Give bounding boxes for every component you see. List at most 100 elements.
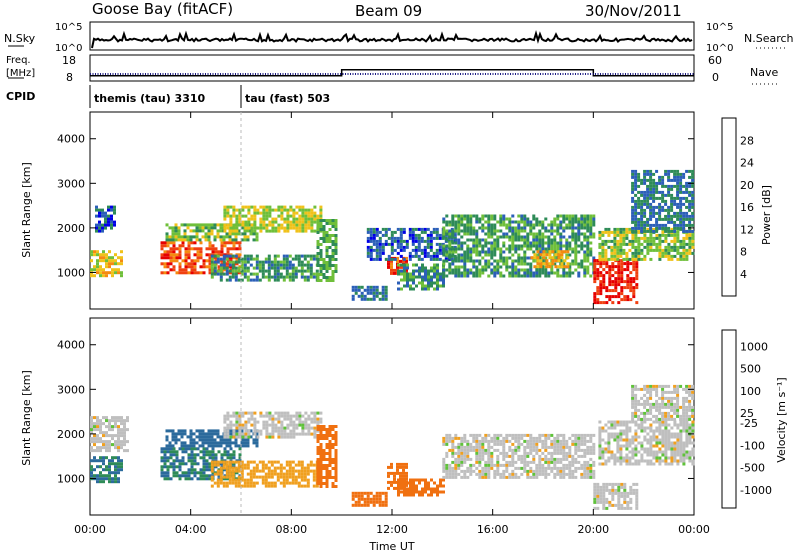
power-cell [415,252,418,255]
velocity-cell [604,430,607,433]
power-cell [313,258,316,261]
power-cell [511,233,514,236]
velocity-cell [335,464,338,467]
power-cell [289,215,292,218]
velocity-cell [268,485,271,488]
power-cell [658,179,661,182]
power-cell [682,221,685,224]
velocity-cell [628,463,631,466]
velocity-cell [96,437,99,440]
velocity-cell [170,456,173,459]
power-cell [301,267,304,270]
velocity-cell [487,455,490,458]
power-cell [247,261,250,264]
power-cell [601,258,604,261]
power-cell [598,255,601,258]
power-cell [184,232,187,235]
velocity-cell [199,444,202,447]
power-cell [202,235,205,238]
power-cell [617,301,620,304]
velocity-cell [172,435,175,438]
power-cell [493,272,496,275]
velocity-cell [487,440,490,443]
power-cell [418,255,421,258]
power-cell [274,267,277,270]
velocity-cell [274,418,277,421]
power-cell [406,246,409,249]
velocity-cell [223,436,226,439]
power-cell [212,244,215,247]
velocity-cell [105,446,108,449]
velocity-cell [105,431,108,434]
velocity-cell [244,412,247,415]
velocity-cell [538,473,541,476]
power-cell [568,245,571,248]
power-cell [385,298,388,301]
velocity-cell [445,476,448,479]
power-cell [439,237,442,240]
power-cell [244,255,247,258]
power-cell [646,191,649,194]
power-cell [667,221,670,224]
velocity-cell [520,458,523,461]
velocity-cell [484,467,487,470]
velocity-cell [454,470,457,473]
power-cell [451,224,454,227]
power-cell [98,209,101,212]
power-cell [566,256,569,259]
power-cell [655,246,658,249]
velocity-cell [220,482,223,485]
power-cell [490,248,493,251]
power-cell [605,265,608,268]
velocity-cell [214,461,217,464]
velocity-cell [209,450,212,453]
power-cell [541,233,544,236]
velocity-cell [355,495,358,498]
power-cell [102,271,105,274]
power-cell [286,230,289,233]
power-cell [511,245,514,248]
power-cell [478,227,481,230]
velocity-cell [102,422,105,425]
power-cell [596,298,599,301]
velocity-cell [313,415,316,418]
power-cell [385,240,388,243]
velocity-cell [173,453,176,456]
power-cell [256,279,259,282]
power-cell [445,224,448,227]
velocity-cell [335,461,338,464]
power-cell [277,267,280,270]
power-cell [373,231,376,234]
power-cell [535,221,538,224]
velocity-cell [226,424,229,427]
power-cell [634,179,637,182]
velocity-cell [532,455,535,458]
power-cell [646,179,649,182]
velocity-cell [102,480,105,483]
power-cell [332,252,335,255]
power-cell [382,289,385,292]
velocity-cell [481,446,484,449]
power-cell [577,227,580,230]
velocity-cell [247,482,250,485]
velocity-cell [93,425,96,428]
velocity-cell [196,429,199,432]
velocity-cell [292,476,295,479]
velocity-cell [335,485,338,488]
power-cell [637,231,640,234]
power-cell [655,185,658,188]
power-cell [424,273,427,276]
velocity-cell [625,433,628,436]
power-cell [191,265,194,268]
velocity-cell [320,434,323,437]
velocity-cell [508,440,511,443]
power-cell [457,233,460,236]
velocity-cell [439,482,442,485]
power-cell [649,240,652,243]
velocity-cell [99,449,102,452]
power-cell [670,240,673,243]
power-cell [415,249,418,252]
power-cell [430,246,433,249]
power-cell [280,215,283,218]
velocity-cell [547,461,550,464]
